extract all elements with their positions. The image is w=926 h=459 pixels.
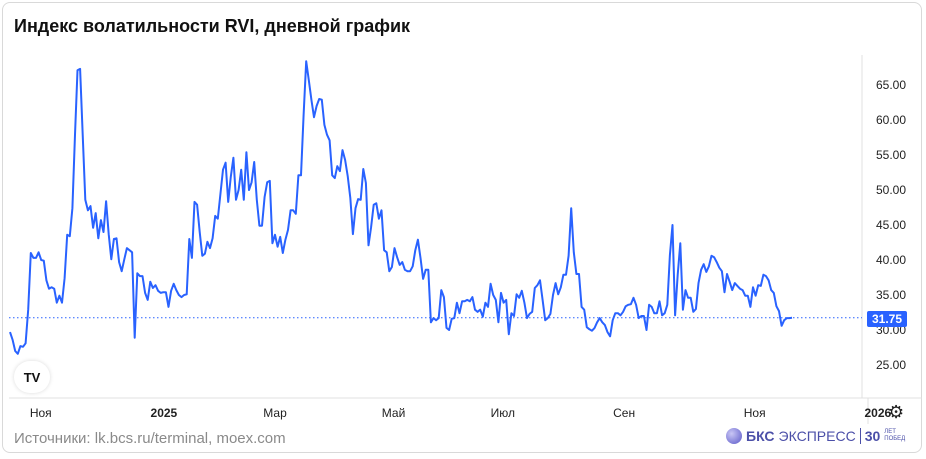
chart-title: Индекс волатильности RVI, дневной график (14, 16, 411, 36)
y-tick-label: 40.00 (876, 253, 907, 267)
rvi-series-line (9, 60, 793, 355)
x-tick-label: 2025 (150, 406, 178, 420)
brand-badge: 30 (859, 428, 880, 444)
brand-badge-sub: ЛЕТ ПОБЕД (884, 429, 906, 442)
brand-bold: БКС (746, 428, 775, 444)
x-tick-label: Ноя (743, 406, 766, 420)
y-tick-label: 45.00 (876, 218, 907, 232)
y-tick-label: 55.00 (876, 148, 907, 162)
y-tick-label: 50.00 (876, 183, 907, 197)
chart-card (2, 2, 922, 453)
y-tick-label: 25.00 (876, 358, 907, 372)
brand-ball-icon (726, 428, 742, 444)
x-tick-label: Май (381, 406, 406, 420)
y-tick-label: 35.00 (876, 288, 907, 302)
tradingview-logo[interactable]: TV (14, 361, 50, 393)
last-price-label: 31.75 (867, 311, 908, 327)
y-tick-label: 60.00 (876, 113, 907, 127)
x-tick-label: 2026 (864, 406, 892, 420)
y-tick-label: 65.00 (876, 78, 907, 92)
x-tick-label: Июл (490, 406, 515, 420)
bcs-express-logo: БКС ЭКСПРЕСС 30 ЛЕТ ПОБЕД (726, 428, 906, 444)
source-note: Источники: lk.bcs.ru/terminal, moex.com (14, 430, 286, 447)
gear-icon[interactable]: ⚙ (888, 402, 905, 422)
x-tick-label: Мар (263, 406, 287, 420)
brand-name: ЭКСПРЕСС (778, 428, 856, 444)
x-tick-label: Сен (613, 406, 636, 420)
x-tick-label: Ноя (29, 406, 52, 420)
